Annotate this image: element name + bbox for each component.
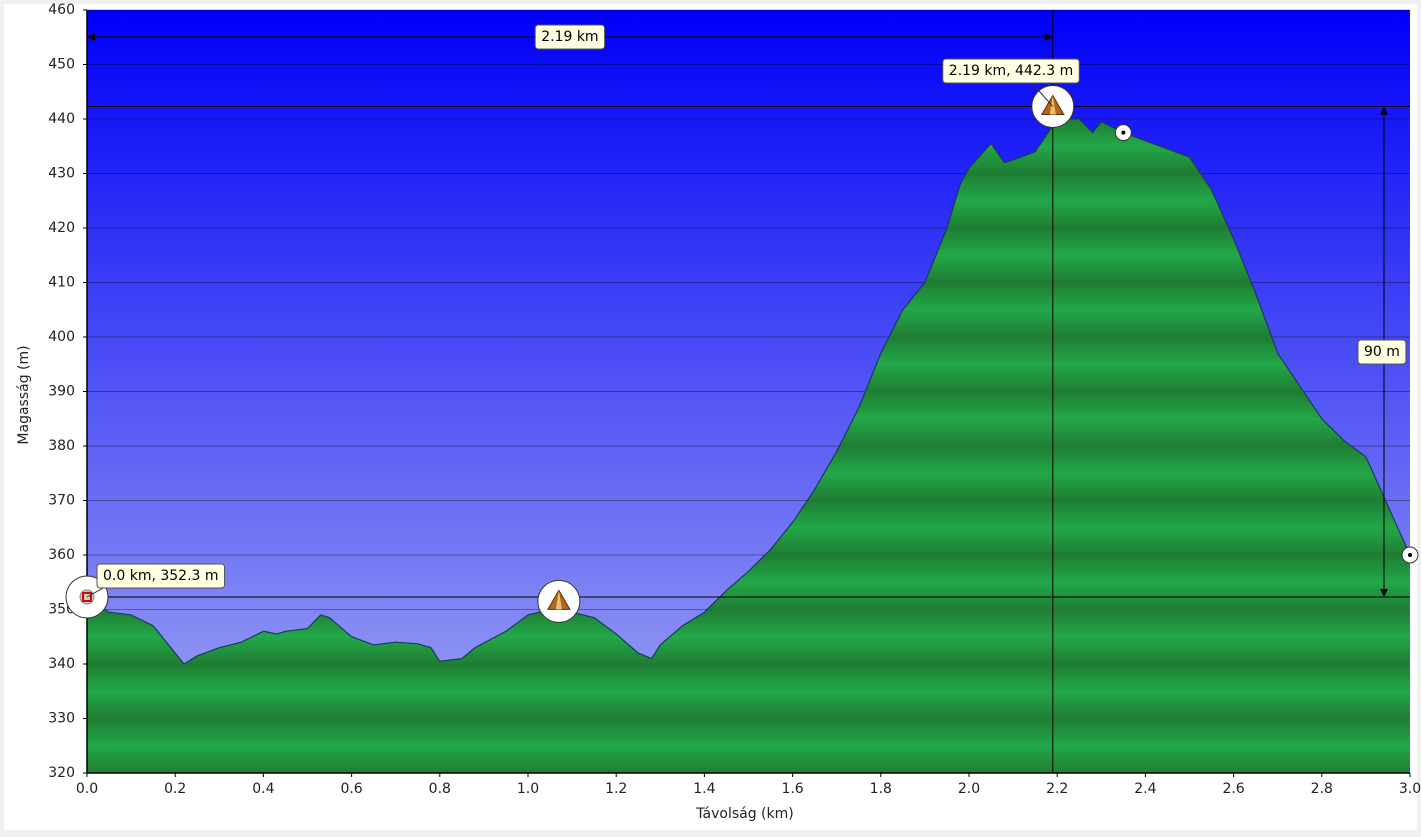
arrow-head — [1380, 588, 1388, 597]
x-tick-label: 1.0 — [517, 781, 539, 797]
x-tick-label: 0.6 — [340, 781, 362, 797]
x-tick-label: 2.4 — [1134, 781, 1156, 797]
callout-text: 0.0 km, 352.3 m — [103, 568, 219, 584]
y-tick-label: 410 — [48, 275, 75, 291]
callout-pointer — [86, 586, 106, 598]
y-tick-label: 400 — [48, 329, 75, 345]
y-tick-label: 330 — [48, 711, 75, 727]
x-tick-label: 2.0 — [958, 781, 980, 797]
x-axis-label: Távolság (km) — [695, 806, 793, 822]
callout-box — [942, 58, 1080, 84]
arrow-head — [1044, 33, 1053, 41]
x-tick-label: 2.8 — [1311, 781, 1333, 797]
callout-pointer — [1032, 83, 1054, 107]
arrow-head — [87, 33, 95, 41]
waypoint-icon — [82, 591, 92, 602]
x-tick-label: 1.4 — [693, 781, 715, 797]
waypoint-dot — [1408, 553, 1412, 557]
y-tick-label: 340 — [48, 656, 75, 672]
profile-line — [86, 118, 1411, 665]
callout-text: 2.19 km, 442.3 m — [949, 63, 1073, 79]
y-tick-label: 420 — [48, 220, 75, 236]
x-tick-label: 0.0 — [76, 781, 98, 797]
distance-label: 2.19 km — [534, 24, 606, 50]
annotation: 0.0 km, 352.3 m — [96, 563, 226, 589]
x-tick-label: 0.4 — [252, 781, 274, 797]
callout-box — [534, 24, 606, 50]
waypoint-icon — [555, 590, 562, 610]
y-tick-label: 370 — [48, 493, 75, 509]
y-tick-label: 380 — [48, 438, 75, 454]
x-tick-label: 2.6 — [1222, 781, 1244, 797]
callout-box — [1357, 339, 1407, 365]
y-tick-label: 460 — [48, 2, 75, 18]
callout-text: 2.19 km — [541, 29, 598, 45]
y-tick-label: 320 — [48, 765, 75, 781]
area-fill — [87, 119, 1410, 773]
annotation: 2.19 km, 442.3 m — [942, 58, 1080, 84]
waypoint-dot — [1121, 130, 1126, 135]
y-tick-label: 440 — [48, 111, 75, 127]
waypoint-icon — [1049, 95, 1056, 115]
x-tick-label: 1.8 — [870, 781, 892, 797]
x-tick-label: 1.6 — [781, 781, 803, 797]
x-tick-label: 1.2 — [605, 781, 627, 797]
callout-text: 90 m — [1364, 344, 1400, 360]
y-tick-label: 450 — [48, 57, 75, 73]
callout-box — [96, 563, 226, 589]
height-label: 90 m — [1357, 339, 1407, 365]
x-tick-label: 2.2 — [1046, 781, 1068, 797]
x-tick-label: 0.2 — [164, 781, 186, 797]
y-axis-label: Magasság (m) — [16, 345, 32, 444]
y-tick-label: 360 — [48, 547, 75, 563]
x-tick-label: 3.0 — [1399, 781, 1421, 797]
y-tick-label: 430 — [48, 166, 75, 182]
x-tick-label: 0.8 — [429, 781, 451, 797]
y-tick-label: 390 — [48, 384, 75, 400]
arrow-head — [1380, 106, 1388, 115]
